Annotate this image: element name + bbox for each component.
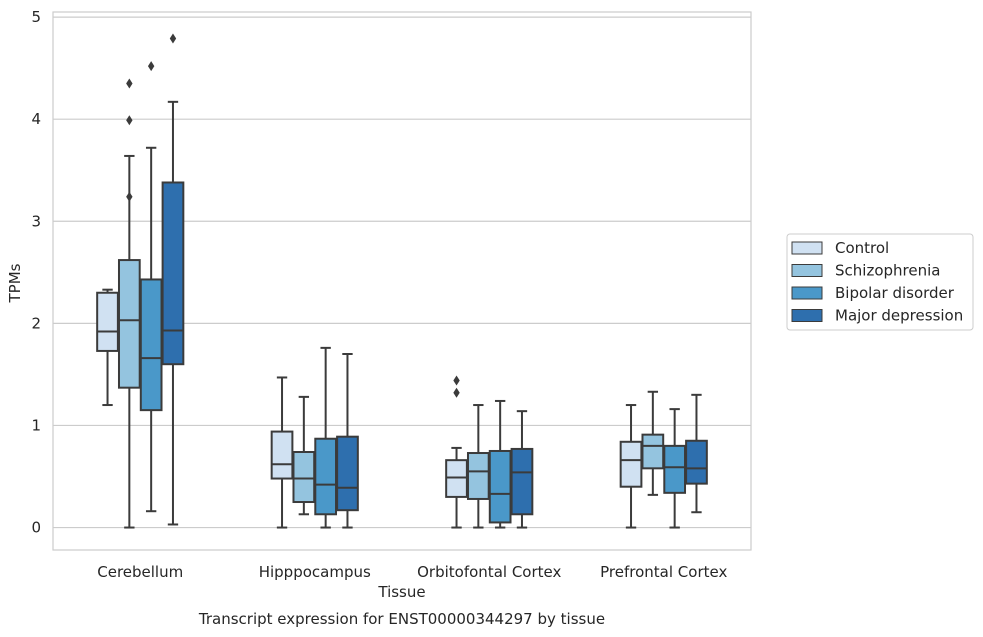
box-iqr [270,430,294,480]
box-iqr [641,433,665,470]
legend-swatch [791,286,823,300]
legend-label: Bipolar disorder [835,284,955,302]
x-tick-label: Hipppocampus [259,563,371,581]
box-bipolar-disorder [314,346,338,529]
legend: Control Schizophrenia Bipolar disorder Majo… [786,233,974,331]
box-control [96,288,119,407]
box-iqr [314,437,338,516]
box-bipolar-disorder [488,399,512,529]
outlier-point [169,33,177,44]
box-iqr [139,278,163,412]
legend-label: Control [835,239,889,257]
outlier-point [453,375,460,386]
box-schizophrenia [292,395,316,516]
box-iqr [117,259,141,389]
y-tick-label: 1 [31,416,41,434]
box-schizophrenia [466,404,490,529]
box-bipolar-disorder [663,408,687,529]
box-iqr [510,447,534,516]
box-iqr [663,444,687,494]
box-bipolar-disorder [139,61,163,513]
box-iqr [488,449,512,524]
chart-caption: Transcript expression for ENST0000034429… [198,610,605,628]
outlier-point [453,387,460,398]
box-control [619,404,643,529]
x-tick-label: Cerebellum [97,563,183,581]
outlier-point [147,61,155,72]
box-control [270,376,294,529]
y-tick-label: 3 [31,212,41,230]
x-tick-label: Prefrontal Cortex [600,563,727,581]
legend-swatch [791,241,823,255]
outlier-point [126,191,133,202]
box-iqr [161,181,185,366]
legend-swatch [791,309,823,322]
legend-label: Schizophrenia [835,262,940,280]
box-iqr [336,435,359,512]
box-major-depression [336,352,359,529]
y-axis-label: TPMs [6,263,24,303]
box-iqr [292,450,316,504]
box-iqr [466,452,490,500]
box-major-depression [161,33,185,526]
box-major-depression [510,410,534,529]
y-axis-ticks: 0 1 2 3 4 5 [31,8,41,536]
legend-frame [786,233,974,331]
y-tick-label: 4 [31,110,41,128]
legend-label: Major depression [835,307,963,325]
box-schizophrenia [641,390,665,496]
box-iqr [445,459,468,498]
legend-swatch [791,264,823,277]
x-axis-label: Tissue [377,583,425,601]
x-axis-ticks: Cerebellum Hipppocampus Orbitofontal Corte… [97,563,727,581]
box-control [445,375,468,529]
plot-frame [52,11,752,551]
y-tick-label: 5 [31,8,41,26]
box-major-depression [685,393,708,514]
box-groups [96,33,708,529]
outlier-point [126,78,133,89]
box-iqr [96,291,119,352]
box-schizophrenia [117,78,141,529]
box-iqr [685,439,708,485]
x-tick-label: Orbitofontal Cortex [417,563,561,581]
outlier-point [126,115,133,126]
box-iqr [619,440,643,488]
y-tick-label: 0 [31,519,41,537]
y-tick-label: 2 [31,314,41,332]
